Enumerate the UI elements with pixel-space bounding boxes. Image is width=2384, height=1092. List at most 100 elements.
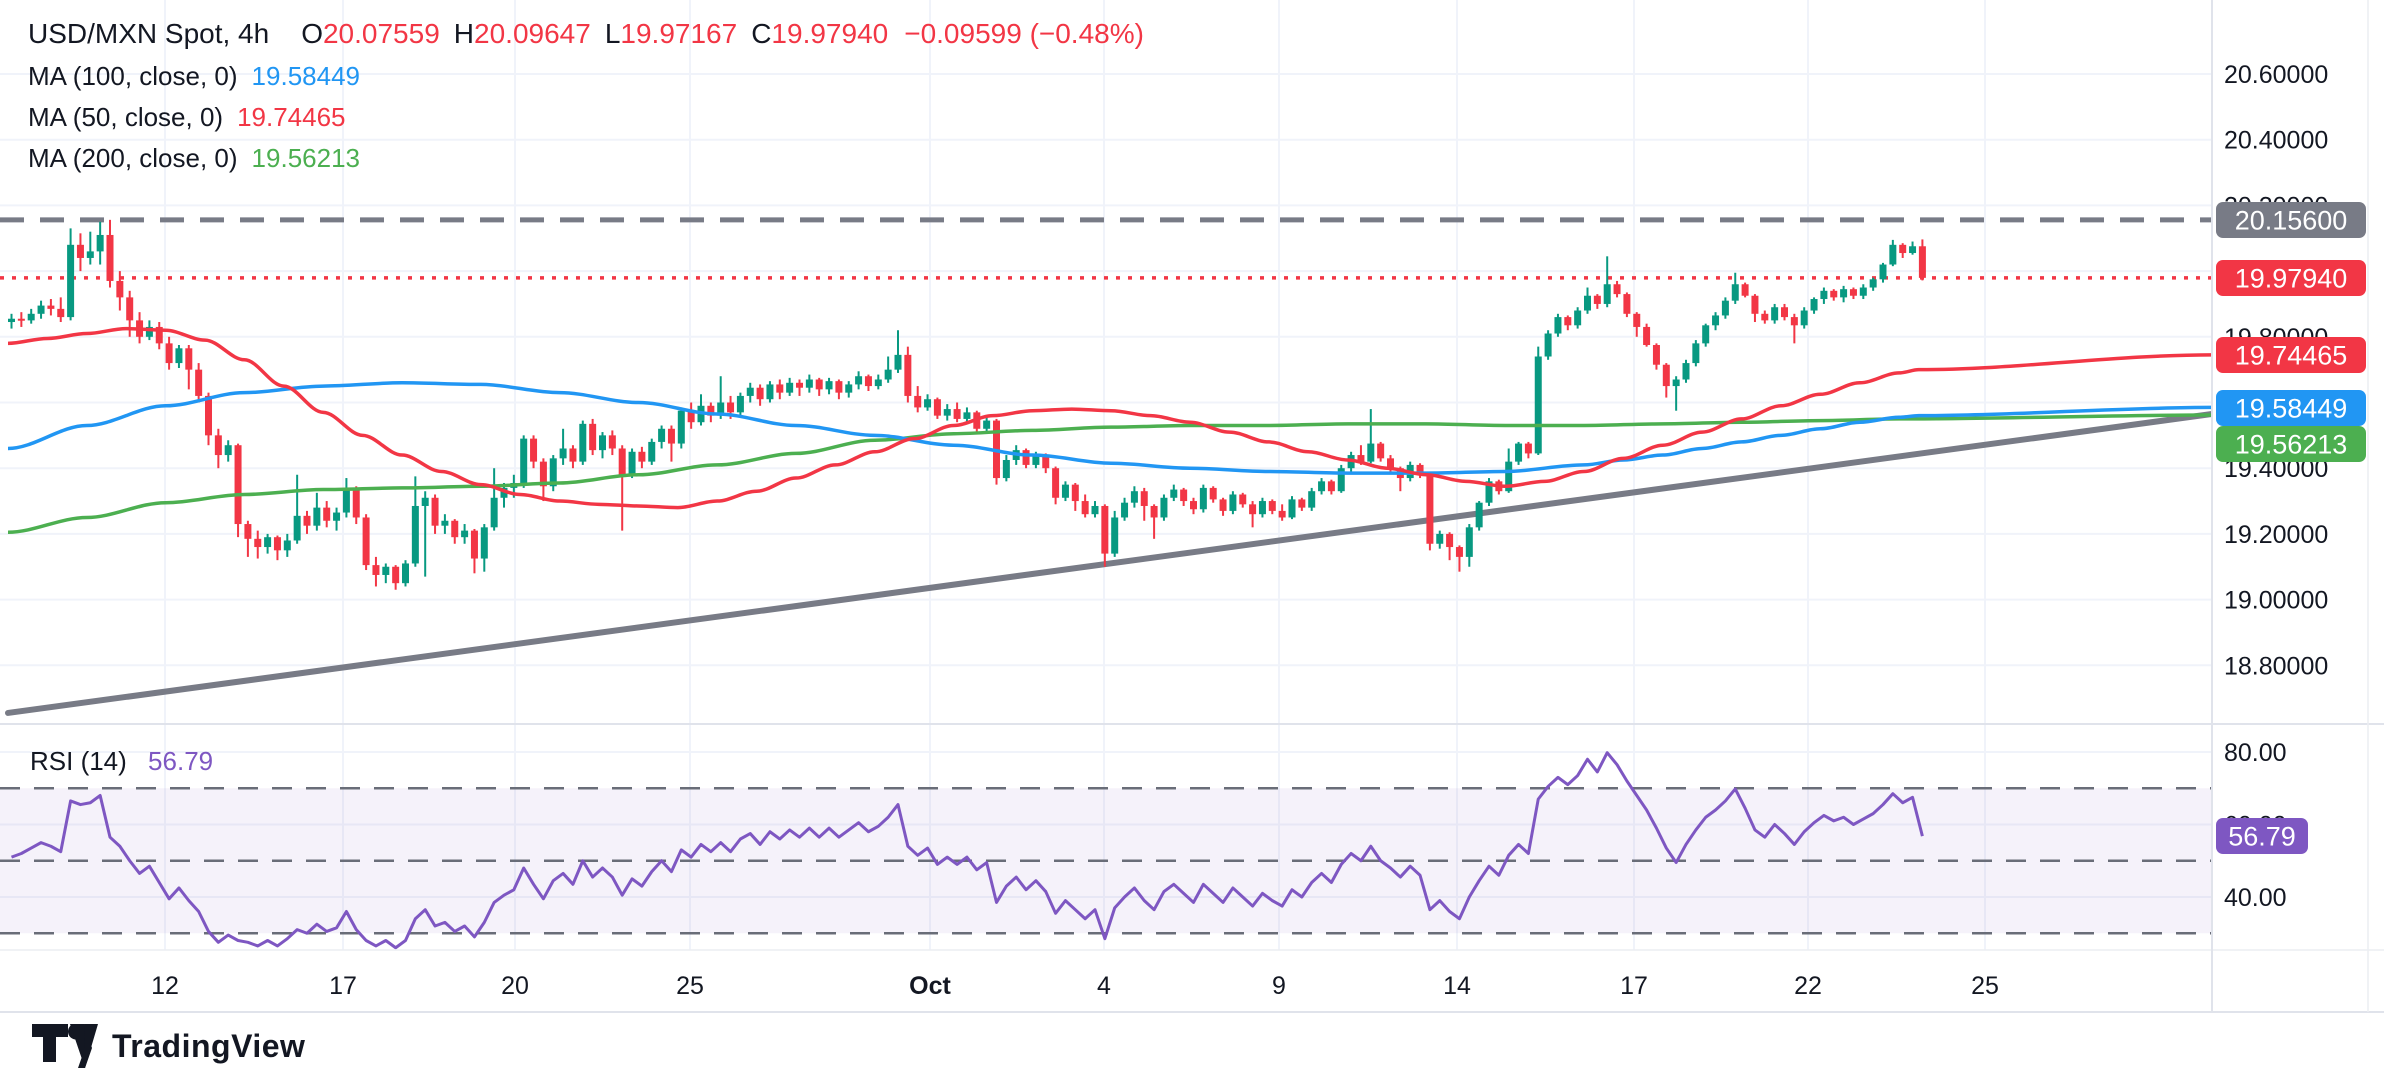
candle-body bbox=[1327, 481, 1335, 492]
candle-body bbox=[1790, 317, 1798, 326]
candle-body bbox=[983, 420, 991, 429]
candle-body bbox=[86, 251, 94, 258]
candle-body bbox=[1662, 364, 1670, 387]
candle-body bbox=[1042, 455, 1050, 469]
candle-body bbox=[224, 445, 232, 456]
legend-symbol-row[interactable]: USD/MXN Spot, 4h O 20.07559 H 20.09647 L… bbox=[28, 20, 1144, 48]
ma-legend-row-1[interactable]: MA (100, close, 0) 19.58449 bbox=[28, 63, 1144, 89]
svg-text:20.15600: 20.15600 bbox=[2235, 206, 2348, 236]
candle-body bbox=[1081, 501, 1089, 515]
candle-body bbox=[796, 382, 803, 388]
candle-body bbox=[933, 399, 941, 416]
candle-body bbox=[815, 379, 823, 390]
candle-body bbox=[37, 305, 45, 314]
candle-body bbox=[1387, 458, 1394, 469]
ma-legend-row-2[interactable]: MA (50, close, 0) 19.74465 bbox=[28, 104, 1144, 130]
candle-body bbox=[845, 384, 853, 393]
change-value: −0.09599 (−0.48%) bbox=[904, 18, 1144, 49]
high-label: H bbox=[453, 18, 475, 49]
ma-legend-row-3[interactable]: MA (200, close, 0) 19.56213 bbox=[28, 145, 1144, 171]
candle-body bbox=[1308, 491, 1316, 508]
candle-body bbox=[894, 354, 902, 370]
candle-body bbox=[1889, 244, 1897, 265]
candle-body bbox=[57, 308, 65, 318]
candle-body bbox=[539, 461, 547, 487]
candle-body bbox=[382, 566, 390, 575]
svg-text:19.74465: 19.74465 bbox=[2235, 341, 2348, 371]
candle-body bbox=[805, 379, 813, 388]
candle-body bbox=[1268, 501, 1276, 511]
time-tick-label-17: 17 bbox=[329, 972, 357, 1000]
rsi-pane-canvas[interactable] bbox=[0, 751, 2212, 950]
candle-body bbox=[470, 530, 478, 559]
candle-body bbox=[1278, 510, 1286, 518]
candle-body bbox=[283, 540, 291, 551]
candle-body bbox=[520, 438, 528, 483]
candle-body bbox=[1613, 284, 1621, 295]
price-scale[interactable]: 20.6000020.4000020.2000020.0000019.80000… bbox=[2216, 61, 2366, 912]
trendline[interactable] bbox=[5, 410, 2212, 716]
candle-body bbox=[441, 520, 449, 526]
ma-50-line[interactable] bbox=[7, 326, 2212, 510]
time-axis[interactable]: 12 17 20 25 Oct 4 9 14 17 22 25 bbox=[151, 972, 1999, 1000]
rsi-legend-row[interactable]: RSI (14) 56.79 bbox=[30, 746, 213, 777]
price-badge-19.56213: 19.56213 bbox=[2216, 426, 2366, 462]
candle-body bbox=[392, 566, 400, 584]
ma-row-value: 19.56213 bbox=[251, 143, 360, 173]
candle-body bbox=[421, 497, 429, 506]
candle-body bbox=[323, 507, 331, 521]
price-tick-label: 18.80000 bbox=[2224, 652, 2328, 680]
candle-body bbox=[352, 489, 360, 518]
candle-body bbox=[1061, 484, 1069, 498]
price-tick-label: 19.00000 bbox=[2224, 587, 2328, 615]
candle-body bbox=[589, 423, 597, 451]
candle-body bbox=[1781, 307, 1788, 318]
candle-body bbox=[17, 318, 25, 321]
rsi-tick-label: 40.00 bbox=[2224, 884, 2287, 912]
candle-body bbox=[195, 369, 203, 396]
candle-body bbox=[411, 505, 419, 564]
rsi-line[interactable] bbox=[10, 751, 1924, 950]
candle-body bbox=[106, 234, 114, 281]
candle-body bbox=[1032, 455, 1040, 465]
candle-body bbox=[1219, 499, 1227, 511]
candle-body bbox=[1593, 295, 1601, 304]
candle-body bbox=[1160, 497, 1168, 518]
candle-body bbox=[1229, 494, 1237, 511]
candle-body bbox=[766, 384, 774, 400]
candle-body bbox=[904, 354, 912, 396]
candle-body bbox=[1416, 464, 1424, 475]
candle-body bbox=[1672, 379, 1680, 387]
candle-body bbox=[953, 409, 961, 419]
candle-body bbox=[825, 381, 833, 390]
candle-body bbox=[864, 376, 872, 387]
price-badge-19.97940: 19.97940 bbox=[2216, 260, 2366, 296]
ma-100-line[interactable] bbox=[7, 381, 2212, 475]
ma-row-label: MA (200, close, 0) bbox=[28, 143, 238, 173]
candle-body bbox=[835, 381, 843, 393]
price-pane-canvas[interactable] bbox=[0, 217, 2212, 716]
candlestick-series[interactable] bbox=[8, 219, 1926, 590]
candle-body bbox=[234, 445, 242, 525]
candle-body bbox=[1071, 484, 1079, 502]
candle-body bbox=[549, 458, 557, 487]
candle-body bbox=[963, 412, 971, 419]
symbol-title[interactable]: USD/MXN Spot, 4h bbox=[28, 18, 270, 49]
ma-200-line[interactable] bbox=[7, 413, 2212, 535]
candle-body bbox=[1652, 345, 1660, 365]
candle-body bbox=[1564, 317, 1572, 326]
candle-body bbox=[1859, 287, 1867, 296]
candle-body bbox=[776, 384, 784, 393]
candle-body bbox=[727, 402, 735, 413]
candle-body bbox=[677, 410, 685, 444]
tradingview-logo[interactable]: TradingView bbox=[32, 1024, 305, 1068]
candle-body bbox=[1692, 343, 1700, 364]
candle-body bbox=[618, 448, 626, 475]
candle-body bbox=[244, 524, 252, 539]
candle-body bbox=[1702, 325, 1710, 344]
candle-body bbox=[1840, 289, 1848, 298]
rsi-value: 56.79 bbox=[148, 746, 214, 776]
candle-body bbox=[1682, 363, 1690, 380]
candle-body bbox=[924, 399, 932, 408]
